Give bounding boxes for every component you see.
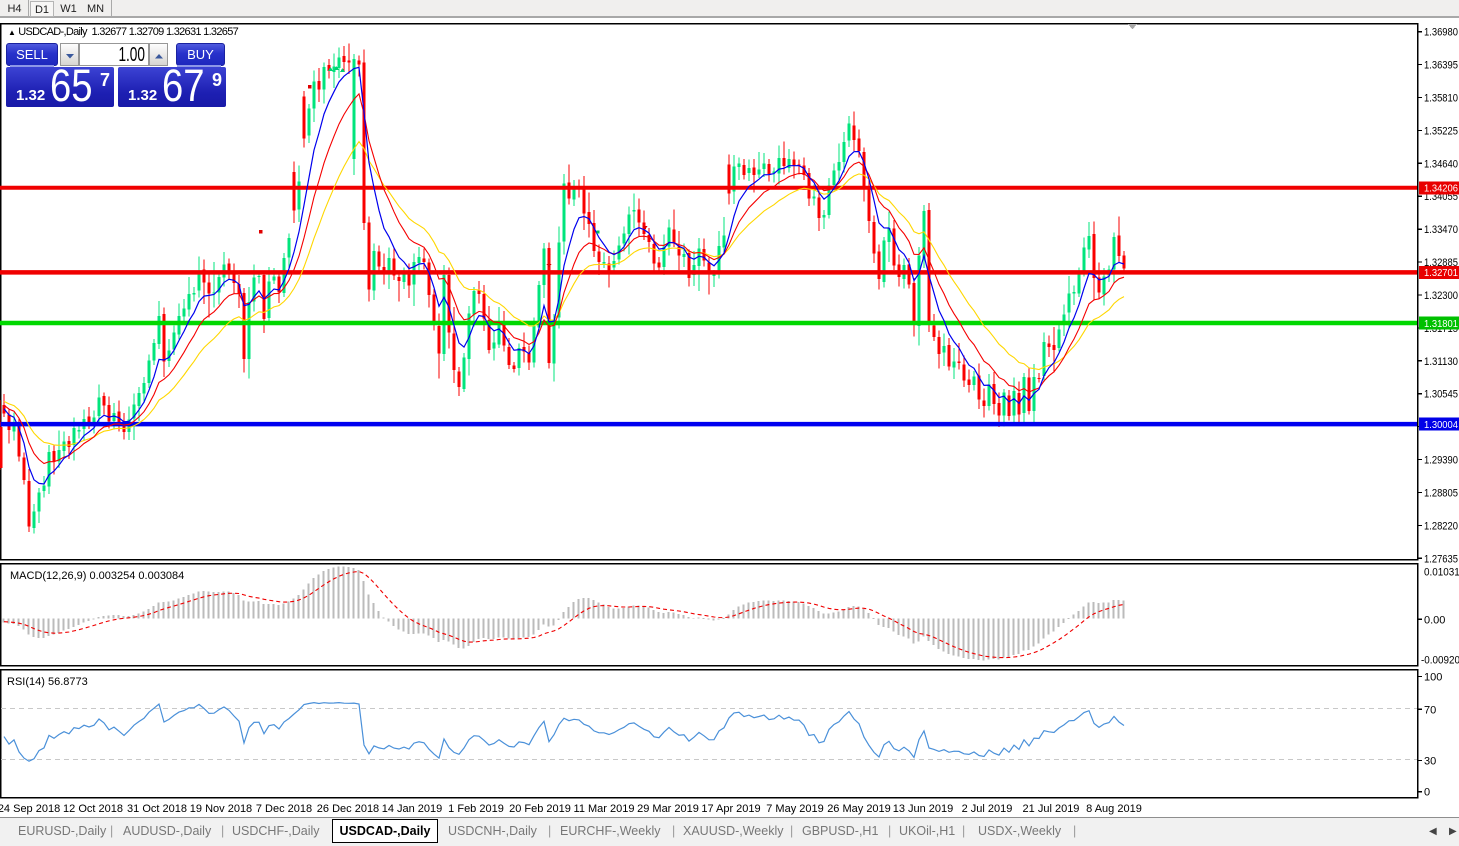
svg-text:1.30545: 1.30545 <box>1424 389 1458 401</box>
svg-text:7 May 2019: 7 May 2019 <box>766 803 823 815</box>
svg-text:1 Feb 2019: 1 Feb 2019 <box>448 803 504 815</box>
svg-text:11 Mar 2019: 11 Mar 2019 <box>574 803 635 815</box>
svg-text:1.36980: 1.36980 <box>1424 27 1458 39</box>
svg-text:13 Jun 2019: 13 Jun 2019 <box>893 803 954 815</box>
svg-text:RSI(14) 56.8773: RSI(14) 56.8773 <box>7 676 88 688</box>
svg-text:1.28220: 1.28220 <box>1424 520 1458 532</box>
svg-text:1.32701: 1.32701 <box>1424 267 1458 279</box>
svg-text:-0.0092090: -0.0092090 <box>1421 655 1459 667</box>
svg-text:19 Nov 2018: 19 Nov 2018 <box>190 803 252 815</box>
svg-text:7 Dec 2018: 7 Dec 2018 <box>256 803 312 815</box>
svg-text:20 Feb 2019: 20 Feb 2019 <box>509 803 571 815</box>
svg-text:24 Sep 2018: 24 Sep 2018 <box>0 803 60 815</box>
svg-text:30: 30 <box>1424 756 1436 768</box>
svg-text:8 Aug 2019: 8 Aug 2019 <box>1086 803 1142 815</box>
svg-text:2 Jul 2019: 2 Jul 2019 <box>962 803 1013 815</box>
svg-text:12 Oct 2018: 12 Oct 2018 <box>63 803 123 815</box>
svg-text:1.31130: 1.31130 <box>1424 356 1458 368</box>
svg-text:29 Mar 2019: 29 Mar 2019 <box>637 803 699 815</box>
svg-text:0.00: 0.00 <box>1424 614 1445 626</box>
svg-text:MACD(12,26,9) 0.003254 0.00308: MACD(12,26,9) 0.003254 0.003084 <box>10 570 184 582</box>
svg-text:26 May 2019: 26 May 2019 <box>827 803 891 815</box>
svg-text:1.33470: 1.33470 <box>1424 224 1458 236</box>
svg-text:17 Apr 2019: 17 Apr 2019 <box>701 803 760 815</box>
svg-text:1.34640: 1.34640 <box>1424 158 1458 170</box>
svg-text:1.35810: 1.35810 <box>1424 93 1458 105</box>
svg-text:1.36395: 1.36395 <box>1424 60 1458 72</box>
svg-text:1.34206: 1.34206 <box>1424 183 1458 195</box>
svg-text:1.32300: 1.32300 <box>1424 290 1458 302</box>
svg-text:0: 0 <box>1424 787 1430 799</box>
svg-text:1.29390: 1.29390 <box>1424 455 1458 467</box>
svg-text:70: 70 <box>1424 704 1436 716</box>
svg-text:26 Dec 2018: 26 Dec 2018 <box>317 803 379 815</box>
svg-text:1.31801: 1.31801 <box>1424 318 1458 330</box>
svg-text:100: 100 <box>1424 672 1442 684</box>
svg-text:21 Jul 2019: 21 Jul 2019 <box>1023 803 1080 815</box>
svg-text:1.27635: 1.27635 <box>1424 553 1458 565</box>
svg-text:1.28805: 1.28805 <box>1424 487 1458 499</box>
svg-text:1.35225: 1.35225 <box>1424 125 1458 137</box>
svg-text:0.0103110: 0.0103110 <box>1424 567 1459 579</box>
svg-text:31 Oct 2018: 31 Oct 2018 <box>127 803 187 815</box>
svg-text:1.30004: 1.30004 <box>1424 419 1458 431</box>
svg-text:14 Jan 2019: 14 Jan 2019 <box>382 803 443 815</box>
